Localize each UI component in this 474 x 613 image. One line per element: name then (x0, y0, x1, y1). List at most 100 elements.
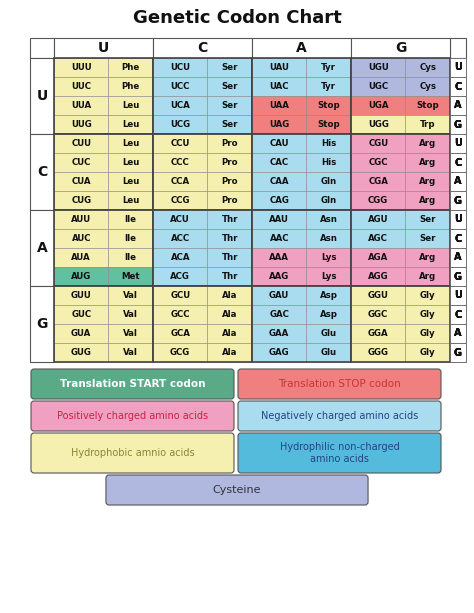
Text: Met: Met (121, 272, 140, 281)
Text: Leu: Leu (122, 139, 139, 148)
FancyBboxPatch shape (109, 229, 153, 248)
FancyBboxPatch shape (238, 401, 441, 431)
FancyBboxPatch shape (450, 229, 466, 248)
Text: Lys: Lys (321, 272, 337, 281)
Text: GAG: GAG (269, 348, 290, 357)
FancyBboxPatch shape (307, 134, 351, 153)
Text: AAA: AAA (269, 253, 289, 262)
FancyBboxPatch shape (109, 248, 153, 267)
Text: CGA: CGA (368, 177, 388, 186)
FancyBboxPatch shape (252, 58, 307, 77)
Text: Stop: Stop (318, 120, 340, 129)
FancyBboxPatch shape (450, 115, 466, 134)
Text: Val: Val (123, 310, 138, 319)
FancyBboxPatch shape (208, 191, 252, 210)
Text: Stop: Stop (318, 101, 340, 110)
Text: UGC: UGC (368, 82, 388, 91)
Text: Val: Val (123, 348, 138, 357)
FancyBboxPatch shape (450, 38, 466, 58)
FancyBboxPatch shape (208, 343, 252, 362)
FancyBboxPatch shape (351, 172, 405, 191)
Text: Gln: Gln (321, 177, 337, 186)
Text: G: G (454, 348, 462, 357)
FancyBboxPatch shape (351, 38, 450, 58)
Text: UGA: UGA (368, 101, 389, 110)
FancyBboxPatch shape (307, 305, 351, 324)
Text: Tyr: Tyr (321, 63, 336, 72)
Text: AAG: AAG (269, 272, 289, 281)
Text: U: U (454, 139, 462, 148)
FancyBboxPatch shape (450, 343, 466, 362)
FancyBboxPatch shape (153, 38, 252, 58)
Text: Ser: Ser (221, 63, 238, 72)
Text: UGU: UGU (368, 63, 389, 72)
FancyBboxPatch shape (208, 134, 252, 153)
Text: U: U (454, 139, 462, 148)
FancyBboxPatch shape (153, 58, 208, 77)
FancyBboxPatch shape (307, 115, 351, 134)
Text: AUG: AUG (71, 272, 91, 281)
Text: Ser: Ser (221, 120, 238, 129)
FancyBboxPatch shape (109, 343, 153, 362)
Text: G: G (454, 196, 462, 205)
Text: U: U (454, 215, 462, 224)
FancyBboxPatch shape (54, 38, 153, 58)
FancyBboxPatch shape (450, 96, 466, 115)
FancyBboxPatch shape (450, 115, 466, 134)
Text: U: U (98, 41, 109, 55)
Text: C: C (455, 82, 462, 91)
Text: His: His (321, 158, 337, 167)
Text: Ile: Ile (125, 253, 137, 262)
FancyBboxPatch shape (405, 305, 450, 324)
Text: C: C (455, 158, 462, 167)
Text: GGU: GGU (368, 291, 389, 300)
Text: GAC: GAC (269, 310, 289, 319)
Text: Pro: Pro (221, 196, 238, 205)
Text: G: G (454, 272, 462, 281)
Text: AUC: AUC (72, 234, 91, 243)
FancyBboxPatch shape (30, 38, 54, 58)
FancyBboxPatch shape (405, 210, 450, 229)
FancyBboxPatch shape (450, 58, 466, 77)
FancyBboxPatch shape (450, 115, 466, 134)
FancyBboxPatch shape (31, 369, 234, 399)
Text: Phe: Phe (122, 82, 140, 91)
Text: C: C (455, 234, 462, 243)
FancyBboxPatch shape (450, 286, 466, 305)
Text: CUU: CUU (71, 139, 91, 148)
Text: UAG: UAG (269, 120, 289, 129)
FancyBboxPatch shape (153, 153, 208, 172)
Text: Arg: Arg (419, 272, 436, 281)
FancyBboxPatch shape (54, 153, 109, 172)
FancyBboxPatch shape (109, 58, 153, 77)
Text: C: C (455, 82, 462, 91)
FancyBboxPatch shape (351, 210, 405, 229)
Text: GGA: GGA (368, 329, 389, 338)
Text: UCG: UCG (170, 120, 190, 129)
FancyBboxPatch shape (450, 191, 466, 210)
FancyBboxPatch shape (405, 172, 450, 191)
Text: GCC: GCC (171, 310, 190, 319)
Text: CAG: CAG (269, 196, 289, 205)
FancyBboxPatch shape (153, 77, 208, 96)
FancyBboxPatch shape (405, 343, 450, 362)
FancyBboxPatch shape (252, 191, 307, 210)
FancyBboxPatch shape (351, 96, 405, 115)
Text: C: C (455, 82, 462, 91)
Text: Ala: Ala (222, 291, 237, 300)
Text: CUC: CUC (72, 158, 91, 167)
Text: U: U (454, 63, 462, 72)
Text: A: A (454, 253, 462, 262)
FancyBboxPatch shape (252, 305, 307, 324)
Text: AAC: AAC (270, 234, 289, 243)
Text: Leu: Leu (122, 196, 139, 205)
Text: A: A (454, 253, 462, 262)
Text: A: A (454, 101, 462, 110)
FancyBboxPatch shape (109, 96, 153, 115)
Text: Phe: Phe (122, 63, 140, 72)
Text: A: A (454, 101, 462, 110)
Text: Ala: Ala (222, 310, 237, 319)
Text: CCA: CCA (171, 177, 190, 186)
Text: A: A (454, 177, 462, 186)
Text: AGG: AGG (368, 272, 389, 281)
